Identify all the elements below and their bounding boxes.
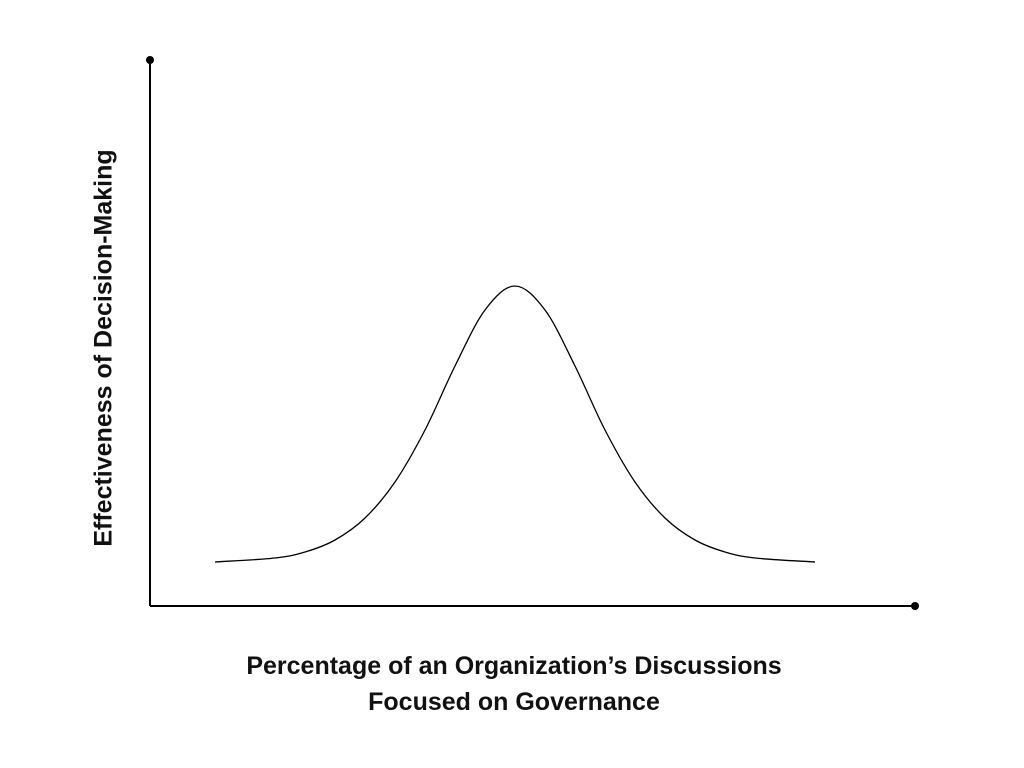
x-axis-label-line-2: Focused on Governance xyxy=(368,688,660,716)
x-axis-end-dot xyxy=(911,602,919,610)
x-axis-label: Percentage of an Organization’s Discussi… xyxy=(214,648,814,720)
effectiveness-curve xyxy=(214,285,816,563)
y-axis-end-dot xyxy=(146,56,154,64)
x-axis-label-line-1: Percentage of an Organization’s Discussi… xyxy=(246,652,782,680)
y-axis-label: Effectiveness of Decision-Making xyxy=(89,149,118,547)
